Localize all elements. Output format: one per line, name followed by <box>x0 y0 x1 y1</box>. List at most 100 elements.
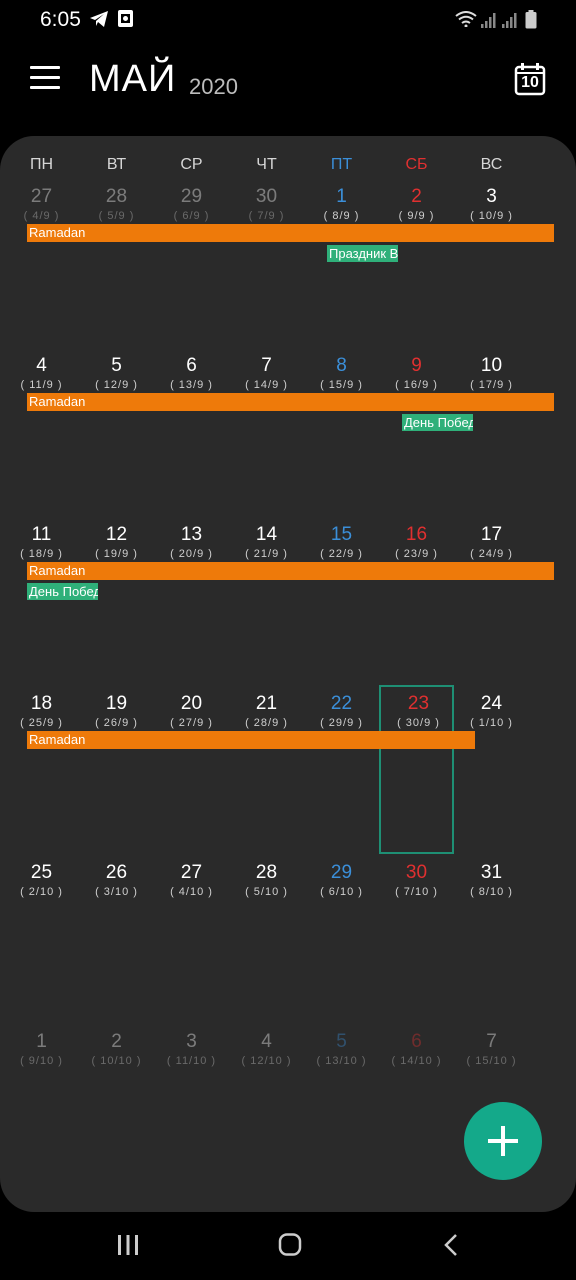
lunar-date: ( 10/10 ) <box>91 1055 142 1067</box>
day-number: 29 <box>180 186 203 207</box>
day-cell[interactable]: 7 ( 14/9 ) <box>229 355 304 524</box>
day-cell[interactable]: 29 ( 6/10 ) <box>304 862 379 1031</box>
day-cell[interactable]: 11 ( 18/9 ) <box>4 524 79 693</box>
lunar-date: ( 25/9 ) <box>20 717 63 729</box>
lunar-date: ( 19/9 ) <box>95 548 138 560</box>
day-cell[interactable]: 24 ( 1/10 ) <box>454 693 529 862</box>
day-cell[interactable]: 9 ( 16/9 ) <box>379 355 454 524</box>
event-bar-holiday[interactable]: День Побед <box>402 414 473 431</box>
day-cell[interactable]: 27 ( 4/10 ) <box>154 862 229 1031</box>
day-number: 24 <box>480 693 503 714</box>
day-cell[interactable]: 30 ( 7/10 ) <box>379 862 454 1031</box>
day-number: 18 <box>30 693 53 714</box>
day-cell[interactable]: 17 ( 24/9 ) <box>454 524 529 693</box>
day-cell[interactable]: 10 ( 17/9 ) <box>454 355 529 524</box>
day-cell[interactable]: 30 ( 7/9 ) <box>229 186 304 355</box>
day-number: 30 <box>255 186 278 207</box>
day-number: 4 <box>36 355 47 376</box>
day-number: 6 <box>411 1031 422 1052</box>
week-row: 25 ( 2/10 ) 26 ( 3/10 ) 27 ( 4/10 ) 28 ( 5/10 )… <box>0 862 576 1031</box>
day-number: 6 <box>186 355 197 376</box>
day-cell[interactable]: 1 ( 9/10 ) <box>4 1031 79 1200</box>
day-cell[interactable]: 26 ( 3/10 ) <box>79 862 154 1031</box>
day-cell[interactable]: 4 ( 11/9 ) <box>4 355 79 524</box>
event-bar-ramadan[interactable]: Ramadan <box>27 224 554 242</box>
day-cell[interactable]: 15 ( 22/9 ) <box>304 524 379 693</box>
day-cell[interactable]: 27 ( 4/9 ) <box>4 186 79 355</box>
event-bar-ramadan[interactable]: Ramadan <box>27 562 554 580</box>
day-cell[interactable]: 16 ( 23/9 ) <box>379 524 454 693</box>
lunar-date: ( 18/9 ) <box>20 548 63 560</box>
day-number: 19 <box>105 693 128 714</box>
day-cell-selected[interactable]: 23 ( 30/9 ) <box>379 685 454 854</box>
day-cell[interactable]: 6 ( 14/10 ) <box>379 1031 454 1200</box>
day-cell[interactable]: 14 ( 21/9 ) <box>229 524 304 693</box>
day-number: 27 <box>180 862 203 883</box>
home-button[interactable] <box>270 1232 310 1262</box>
day-cell[interactable]: 8 ( 15/9 ) <box>304 355 379 524</box>
day-cell[interactable]: 22 ( 29/9 ) <box>304 693 379 862</box>
telegram-icon <box>90 11 108 27</box>
lunar-date: ( 12/10 ) <box>241 1055 292 1067</box>
day-cell[interactable]: 7 ( 15/10 ) <box>454 1031 529 1200</box>
day-cell[interactable]: 1 ( 8/9 ) <box>304 186 379 355</box>
status-bar: 6:05 <box>0 0 576 40</box>
weekday-header: ПН ВТ СР ЧТ ПТ СБ ВС <box>0 156 576 176</box>
day-cell[interactable]: 18 ( 25/9 ) <box>4 693 79 862</box>
weekday-label: ВС <box>480 156 503 173</box>
day-number: 1 <box>336 186 347 207</box>
home-icon <box>278 1233 302 1256</box>
event-bar-holiday[interactable]: День Побед <box>27 583 98 600</box>
day-cell[interactable]: 25 ( 2/10 ) <box>4 862 79 1031</box>
lunar-date: ( 8/10 ) <box>470 886 513 898</box>
event-bar-holiday[interactable]: Праздник В <box>327 245 398 262</box>
day-cell[interactable]: 2 ( 10/10 ) <box>79 1031 154 1200</box>
lunar-date: ( 27/9 ) <box>170 717 213 729</box>
day-cell[interactable]: 29 ( 6/9 ) <box>154 186 229 355</box>
lunar-date: ( 22/9 ) <box>320 548 363 560</box>
lunar-date: ( 8/9 ) <box>323 210 360 222</box>
status-time: 6:05 <box>40 8 81 31</box>
week-row: 11 ( 18/9 ) 12 ( 19/9 ) 13 ( 20/9 ) 14 ( 21/9 )… <box>0 524 576 693</box>
event-bar-ramadan[interactable]: Ramadan <box>27 393 554 411</box>
lunar-date: ( 21/9 ) <box>245 548 288 560</box>
day-cell[interactable]: 13 ( 20/9 ) <box>154 524 229 693</box>
day-number: 22 <box>330 693 353 714</box>
lunar-date: ( 6/10 ) <box>320 886 363 898</box>
day-cell[interactable]: 21 ( 28/9 ) <box>229 693 304 862</box>
day-cell[interactable]: 2 ( 9/9 ) <box>379 186 454 355</box>
day-cell[interactable]: 4 ( 12/10 ) <box>229 1031 304 1200</box>
event-bar-ramadan[interactable]: Ramadan <box>27 731 475 749</box>
month-title[interactable]: МАЙ <box>89 58 177 100</box>
back-button[interactable] <box>432 1232 472 1262</box>
day-cell[interactable]: 19 ( 26/9 ) <box>79 693 154 862</box>
today-day-label: 10 <box>521 74 539 91</box>
lunar-date: ( 7/9 ) <box>248 210 285 222</box>
lunar-date: ( 5/10 ) <box>245 886 288 898</box>
weekday-label: СБ <box>405 156 428 173</box>
day-cell[interactable]: 6 ( 13/9 ) <box>154 355 229 524</box>
lunar-date: ( 11/9 ) <box>20 379 63 391</box>
day-number: 31 <box>480 862 503 883</box>
lunar-date: ( 4/9 ) <box>23 210 60 222</box>
day-cell[interactable]: 28 ( 5/9 ) <box>79 186 154 355</box>
add-event-button[interactable] <box>464 1102 542 1180</box>
day-number: 2 <box>111 1031 122 1052</box>
day-cell[interactable]: 20 ( 27/9 ) <box>154 693 229 862</box>
battery-icon <box>525 10 537 29</box>
day-cell[interactable]: 3 ( 10/9 ) <box>454 186 529 355</box>
week-row: 18 ( 25/9 ) 19 ( 26/9 ) 20 ( 27/9 ) 21 ( 28/9 )… <box>0 685 576 862</box>
day-cell[interactable]: 5 ( 13/10 ) <box>304 1031 379 1200</box>
hamburger-menu-icon[interactable] <box>30 66 60 92</box>
today-button[interactable]: 10 <box>514 62 546 96</box>
lunar-date: ( 13/10 ) <box>316 1055 367 1067</box>
screenshot-icon <box>118 10 133 27</box>
day-cell[interactable]: 12 ( 19/9 ) <box>79 524 154 693</box>
lunar-date: ( 6/9 ) <box>173 210 210 222</box>
day-cell[interactable]: 3 ( 11/10 ) <box>154 1031 229 1200</box>
lunar-date: ( 23/9 ) <box>395 548 438 560</box>
day-cell[interactable]: 28 ( 5/10 ) <box>229 862 304 1031</box>
recent-apps-button[interactable] <box>108 1232 148 1262</box>
day-cell[interactable]: 5 ( 12/9 ) <box>79 355 154 524</box>
day-cell[interactable]: 31 ( 8/10 ) <box>454 862 529 1031</box>
